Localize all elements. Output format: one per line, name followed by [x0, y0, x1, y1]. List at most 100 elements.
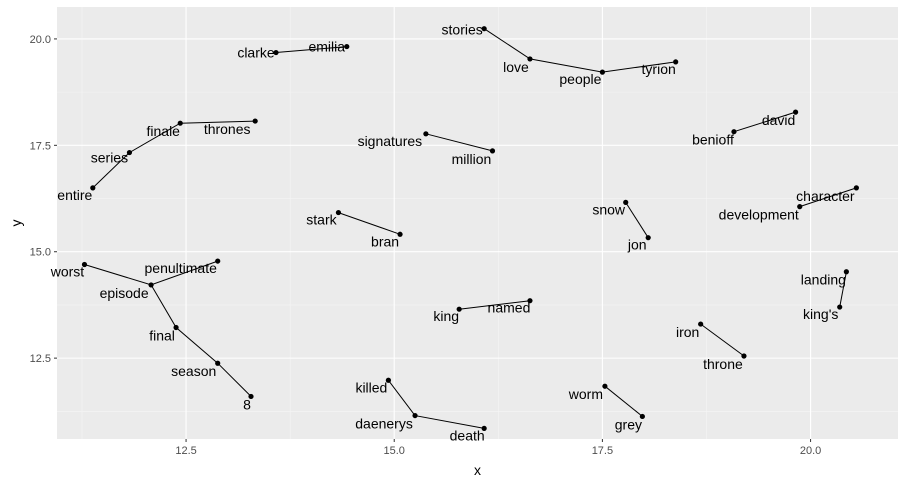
connection-line — [483, 28, 676, 73]
data-points — [81, 26, 859, 431]
data-point-grey — [639, 413, 645, 420]
data-point-million — [489, 148, 496, 154]
point-label-iron: iron — [676, 324, 699, 340]
point-label-grey: grey — [615, 416, 642, 432]
point-label-emilia: emilia — [308, 39, 345, 55]
data-point-season — [215, 360, 221, 366]
point-label-bran: bran — [371, 233, 399, 249]
point-label-king: king — [433, 308, 459, 324]
point-label-final: final — [149, 327, 175, 343]
connection-line — [839, 271, 847, 308]
point-labels: clarke emilia stories love people tyrion entir… — [50, 22, 855, 444]
data-point-benioff — [731, 129, 737, 135]
data-point-series — [126, 149, 133, 156]
data-point-snow — [623, 199, 629, 205]
connection-line — [338, 212, 401, 235]
minor-gridlines — [57, 7, 898, 439]
point-label-landing: landing — [801, 272, 846, 288]
connection-line — [700, 323, 745, 357]
data-point-stories — [481, 26, 487, 32]
plot-panel — [57, 7, 898, 439]
point-label-finale: finale — [147, 123, 181, 139]
data-point-clarke — [273, 49, 279, 56]
data-point-penultimate — [215, 258, 221, 264]
point-label-8: 8 — [243, 396, 251, 412]
point-label-love: love — [503, 59, 529, 75]
connection-line — [799, 187, 857, 208]
point-label-death: death — [450, 427, 485, 443]
data-point-people — [599, 69, 606, 75]
connection-line — [604, 385, 643, 417]
y-tick-label: 12.5 — [30, 353, 51, 365]
data-point-bran — [397, 231, 403, 237]
data-point-love — [527, 56, 533, 62]
data-point-worm — [602, 383, 608, 389]
y-axis: 12.5 15.0 17.5 20.0 — [30, 34, 57, 365]
y-tick-label: 15.0 — [30, 247, 51, 259]
x-tick-label: 20.0 — [800, 445, 821, 457]
point-label-penultimate: penultimate — [145, 260, 218, 276]
data-point-development — [797, 204, 803, 210]
x-axis-title: x — [474, 462, 481, 478]
data-point-death — [481, 425, 487, 431]
data-point-iron — [698, 321, 704, 327]
point-label-people: people — [559, 71, 601, 87]
point-label-daenerys: daenerys — [355, 416, 413, 432]
data-point-entire — [90, 185, 96, 191]
point-label-king-s: king's — [803, 306, 838, 322]
data-point-emilia — [344, 43, 350, 50]
connection-line — [625, 202, 649, 238]
x-tick-label: 15.0 — [384, 445, 405, 457]
connection-line — [459, 300, 531, 310]
point-label-episode: episode — [100, 285, 149, 301]
point-label-throne: throne — [703, 356, 743, 372]
data-point-throne — [741, 353, 747, 359]
point-label-snow: snow — [592, 201, 626, 217]
data-point-signatures — [423, 131, 429, 137]
connection-line — [150, 284, 252, 397]
point-label-entire: entire — [57, 187, 92, 203]
x-axis: 12.5 15.0 17.5 20.0 — [175, 439, 821, 457]
point-label-development: development — [719, 207, 799, 223]
data-point-named — [527, 298, 533, 304]
point-label-stories: stories — [442, 22, 483, 38]
data-point-final — [173, 324, 179, 331]
point-label-thrones: thrones — [204, 121, 251, 137]
point-label-character: character — [796, 188, 855, 204]
data-point-worst — [81, 261, 88, 268]
data-point-king — [456, 306, 462, 312]
x-tick-label: 12.5 — [175, 445, 196, 457]
connection-line — [733, 111, 796, 133]
connection-line — [275, 46, 347, 53]
data-point-david — [792, 109, 799, 115]
point-label-worst: worst — [50, 263, 85, 279]
data-point-jon — [645, 235, 651, 241]
point-label-series: series — [91, 150, 128, 166]
data-point-king-s — [837, 304, 843, 310]
point-label-stark: stark — [306, 212, 337, 228]
data-point-character — [853, 185, 859, 191]
point-label-named: named — [488, 300, 531, 316]
data-point-landing — [843, 269, 849, 275]
y-tick-label: 20.0 — [30, 34, 51, 46]
connection-line — [425, 133, 493, 152]
connection-line — [92, 120, 256, 189]
data-point-tyrion — [673, 59, 679, 65]
point-label-season: season — [171, 363, 216, 379]
x-tick-label: 17.5 — [592, 445, 613, 457]
data-point-daenerys — [412, 412, 418, 419]
data-point-killed — [385, 377, 392, 383]
y-axis-title: y — [8, 220, 24, 227]
point-label-clarke: clarke — [237, 45, 275, 61]
y-tick-label: 17.5 — [30, 140, 51, 152]
data-point-8 — [248, 393, 254, 400]
point-label-signatures: signatures — [358, 133, 423, 149]
point-label-tyrion: tyrion — [642, 61, 676, 77]
point-label-million: million — [452, 151, 492, 167]
major-gridlines — [57, 7, 898, 439]
point-label-killed: killed — [355, 379, 387, 395]
point-label-jon: jon — [627, 237, 647, 253]
data-point-stark — [335, 209, 342, 216]
data-point-episode — [148, 282, 154, 288]
